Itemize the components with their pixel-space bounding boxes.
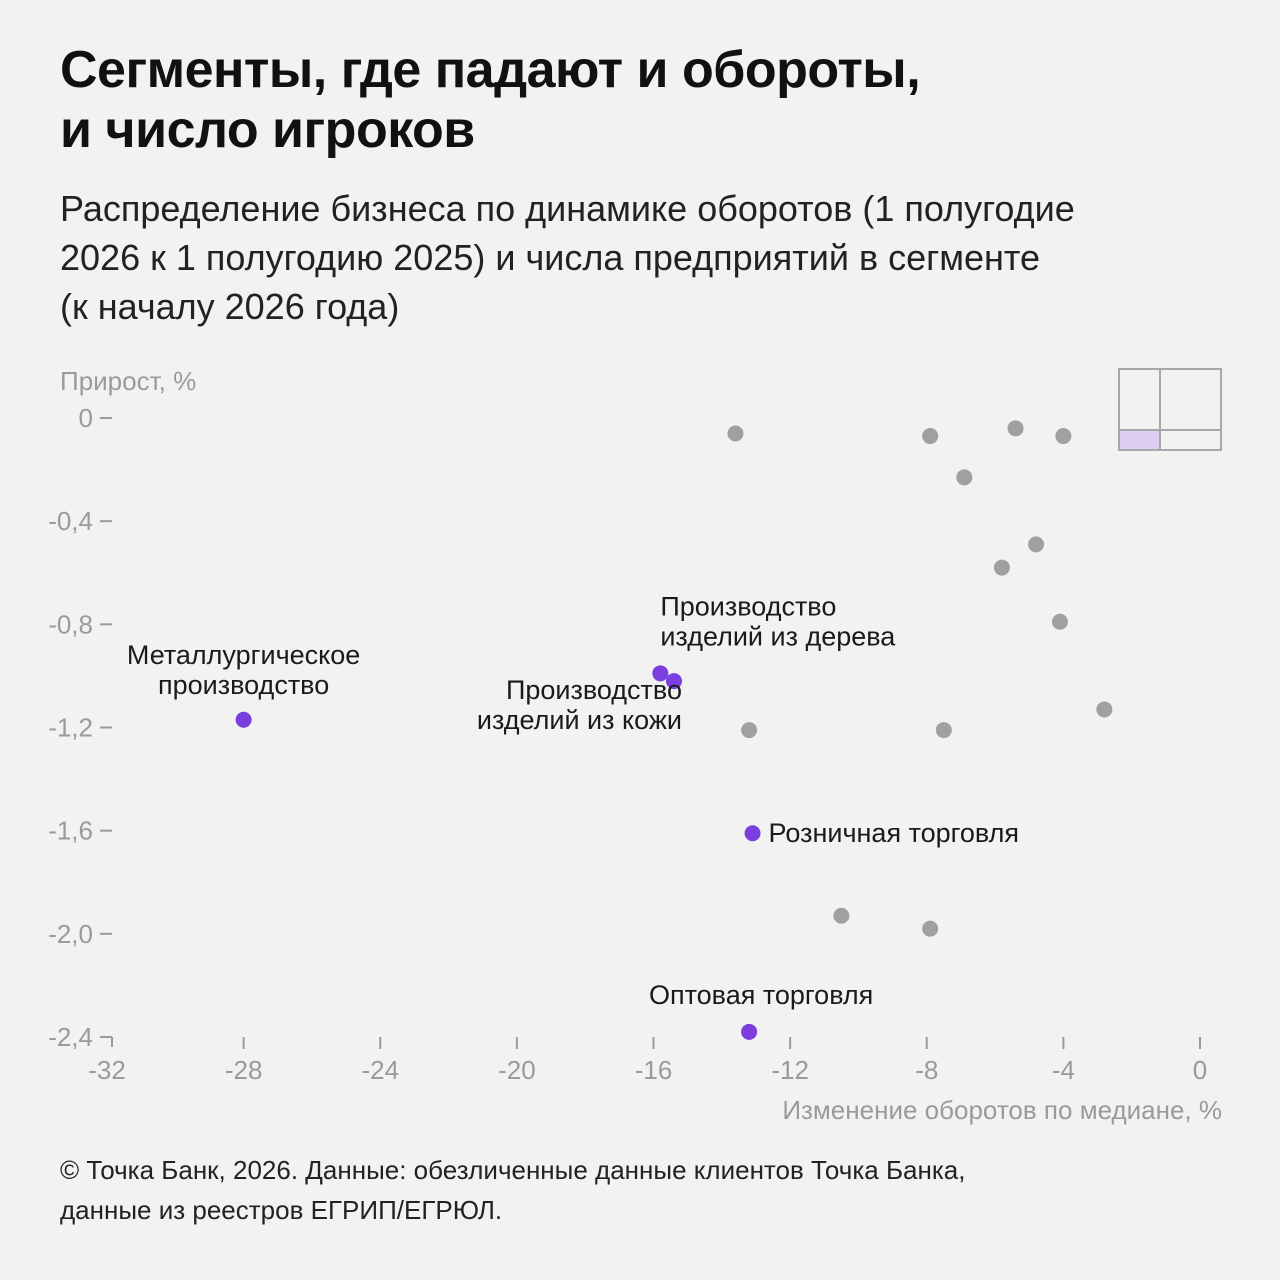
subtitle-line-1: Распределение бизнеса по динамике оборот… (60, 188, 1075, 229)
data-point (922, 920, 939, 937)
y-tick-label: -2,0 (48, 919, 93, 949)
y-tick-label: -2,4 (48, 1022, 93, 1052)
point-label: Металлургическое производство (127, 640, 360, 700)
highlighted-data-point (741, 1023, 758, 1040)
subtitle-line-3: (к началу 2026 года) (60, 286, 400, 327)
title-line-2: и число игроков (60, 101, 475, 159)
source-note: © Точка Банк, 2026. Данные: обезличенные… (60, 1150, 1220, 1230)
x-axis: -32 -28 -24 -20 -16 -12 -8 -4 0 Изменение оборото… (88, 1037, 1222, 1125)
point-label-line: Металлургическое (127, 640, 360, 670)
point-label-line: производство (158, 670, 329, 700)
data-point (833, 907, 850, 924)
highlighted-points (235, 665, 761, 1040)
highlighted-data-point (652, 665, 669, 682)
source-line-2: данные из реестров ЕГРИП/ЕГРЮЛ. (60, 1195, 503, 1225)
point-label-line: Розничная торговля (769, 818, 1020, 848)
x-tick-label: -32 (88, 1055, 126, 1085)
data-point (922, 428, 939, 445)
point-label-line: Производство (506, 675, 682, 705)
point-label: Производство изделий из дерева (660, 591, 896, 651)
x-tick-label: -28 (225, 1055, 263, 1085)
x-tick-label: 0 (1193, 1055, 1207, 1085)
y-tick-label: -0,4 (48, 506, 93, 536)
y-axis: Прирост, % 0 -0,4 -0,8 -1,2 -1,6 -2,0 -2,4 (48, 366, 196, 1052)
point-label-line: Производство (660, 591, 836, 621)
data-point (727, 425, 744, 442)
scatter-chart: Прирост, %0-0,4-0,8-1,2-1,6-2,0-2,4 -32-… (48, 366, 1222, 1125)
y-axis-label: Прирост, % (60, 366, 196, 396)
y-tick-label: -1,6 (48, 816, 93, 846)
x-tick-label: -24 (361, 1055, 399, 1085)
x-axis-label: Изменение оборотов по медиане, % (782, 1095, 1222, 1125)
title-line-1: Сегменты, где падают и обороты, (60, 41, 921, 99)
point-label: Розничная торговля (769, 818, 1020, 848)
data-point (1007, 420, 1024, 437)
x-tick-label: -20 (498, 1055, 536, 1085)
legend-highlight-cell (1119, 430, 1160, 450)
legend-frame (1118, 368, 1222, 451)
y-tick-label: -0,8 (48, 609, 93, 639)
chart-title: Сегменты, где падают и обороты, и число … (60, 40, 1220, 160)
x-tick-label: -4 (1052, 1055, 1075, 1085)
point-label-line: изделий из кожи (477, 705, 682, 735)
point-labels: Металлургическое производство Производство… (127, 591, 1019, 1010)
point-label: Оптовая торговля (649, 980, 873, 1010)
subtitle-line-2: 2026 к 1 полугодию 2025) и числа предпри… (60, 237, 1040, 278)
source-line-1: © Точка Банк, 2026. Данные: обезличенные… (60, 1155, 966, 1185)
data-point (935, 722, 952, 739)
data-point (993, 559, 1010, 576)
x-tick-label: -12 (771, 1055, 809, 1085)
point-label-line: изделий из дерева (660, 621, 896, 651)
other-points (727, 420, 1113, 937)
highlighted-data-point (235, 711, 252, 728)
y-tick-label: -1,2 (48, 713, 93, 743)
chart-subtitle: Распределение бизнеса по динамике оборот… (60, 184, 1240, 331)
highlighted-data-point (665, 673, 682, 690)
data-point (956, 469, 973, 486)
data-point (1051, 613, 1068, 630)
data-point (1028, 536, 1045, 553)
x-tick-label: -16 (635, 1055, 673, 1085)
data-point (741, 722, 758, 739)
quadrant-legend-icon (1118, 368, 1222, 451)
point-label: Производство изделий из кожи (477, 675, 682, 735)
y-tick-label: 0 (79, 403, 93, 433)
x-tick-label: -8 (915, 1055, 938, 1085)
highlighted-data-point (744, 825, 761, 842)
data-point (1096, 701, 1113, 718)
point-label-line: Оптовая торговля (649, 980, 873, 1010)
data-point (1055, 428, 1072, 445)
